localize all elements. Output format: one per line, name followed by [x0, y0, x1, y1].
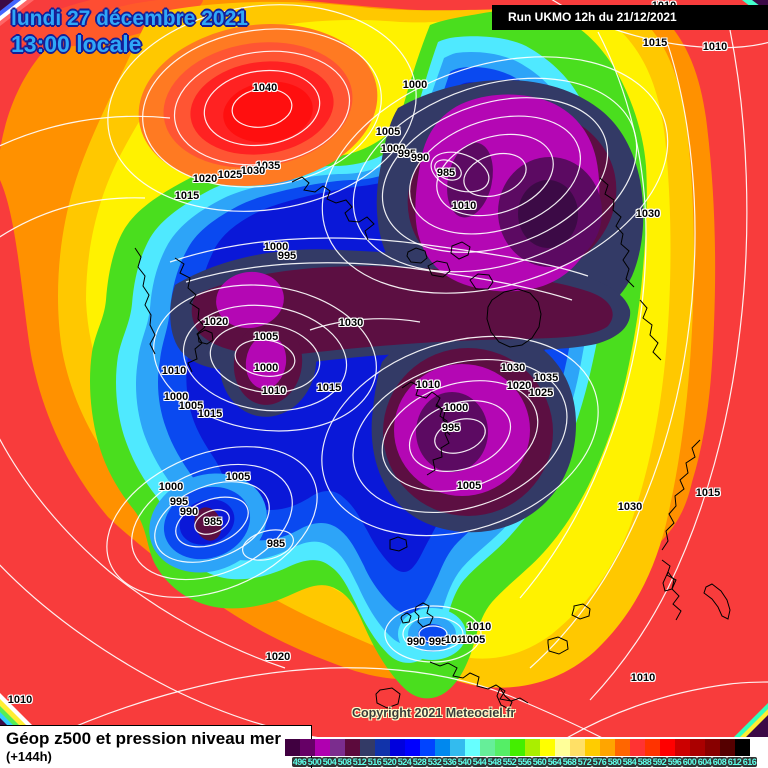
weather-map-image: 1040103510301025102010151010101510101000… [0, 0, 768, 737]
scale-swatch [465, 739, 480, 756]
scale-swatch [735, 739, 750, 756]
scale-swatch [300, 739, 315, 756]
scale-value: 588 [637, 757, 652, 767]
scale-swatch [660, 739, 675, 756]
scale-value: 524 [397, 757, 412, 767]
scale-value: 580 [607, 757, 622, 767]
scale-value: 560 [532, 757, 547, 767]
scale-swatch [360, 739, 375, 756]
scale-swatch [480, 739, 495, 756]
scale-value: 568 [562, 757, 577, 767]
scale-swatch [435, 739, 450, 756]
scale-swatch [345, 739, 360, 756]
scale-swatch [600, 739, 615, 756]
coastlines-layer [134, 176, 731, 710]
model-run-banner: Run UKMO 12h du 21/12/2021 [492, 5, 768, 30]
scale-swatch [375, 739, 390, 756]
scale-value: 500 [307, 757, 322, 767]
scale-value: 596 [667, 757, 682, 767]
scale-swatch [495, 739, 510, 756]
scale-swatch [420, 739, 435, 756]
scale-value: 520 [382, 757, 397, 767]
scale-value: 600 [682, 757, 697, 767]
scale-value: 508 [337, 757, 352, 767]
scale-value: 584 [622, 757, 637, 767]
scale-swatch [630, 739, 645, 756]
valid-date-text: lundi 27 décembre 2021 [11, 7, 248, 30]
scale-value: 564 [547, 757, 562, 767]
scale-value: 608 [712, 757, 727, 767]
scale-value: 612 [727, 757, 742, 767]
scale-swatch [285, 739, 300, 756]
scale-value: 548 [487, 757, 502, 767]
scale-value: 536 [442, 757, 457, 767]
forecast-step-text: (+144h) [6, 749, 52, 764]
scale-swatch [525, 739, 540, 756]
scale-value: 556 [517, 757, 532, 767]
scale-value: 496 [292, 757, 307, 767]
scale-swatch [585, 739, 600, 756]
scale-swatch [315, 739, 330, 756]
valid-time-text: 13:00 locale [11, 31, 142, 58]
scale-swatch [675, 739, 690, 756]
color-scale-bar [285, 739, 750, 756]
scale-swatch [705, 739, 720, 756]
scale-swatch [390, 739, 405, 756]
scale-value: 540 [457, 757, 472, 767]
scale-swatch [645, 739, 660, 756]
scale-value: 604 [697, 757, 712, 767]
scale-value: 532 [427, 757, 442, 767]
scale-value: 516 [367, 757, 382, 767]
scale-value: 528 [412, 757, 427, 767]
datetime-block: lundi 27 décembre 2021 13:00 locale [11, 7, 248, 58]
scale-value: 616 [742, 757, 757, 767]
scale-swatch [330, 739, 345, 756]
scale-value: 504 [322, 757, 337, 767]
color-scale-values: 496 500 504 508 512 516 520 524 528 532 536 540 544 5… [292, 757, 757, 767]
color-fill-layer [0, 0, 768, 737]
scale-swatch [555, 739, 570, 756]
scale-value: 552 [502, 757, 517, 767]
map-title-box: Géop z500 et pression niveau mer (+144h) [0, 725, 312, 768]
scale-value: 544 [472, 757, 487, 767]
copyright-text: Copyright 2021 Meteociel.fr [352, 706, 516, 720]
scale-value: 592 [652, 757, 667, 767]
z500-pressure-map [0, 0, 768, 737]
scale-swatch [450, 739, 465, 756]
scale-swatch [615, 739, 630, 756]
scale-swatch [540, 739, 555, 756]
scale-swatch [690, 739, 705, 756]
scale-value: 512 [352, 757, 367, 767]
scale-swatch [570, 739, 585, 756]
scale-swatch [720, 739, 735, 756]
scale-value: 576 [592, 757, 607, 767]
scale-swatch [405, 739, 420, 756]
isobar-contours-layer [0, 0, 768, 701]
scale-swatch [510, 739, 525, 756]
map-title-text: Géop z500 et pression niveau mer [6, 729, 281, 748]
scale-value: 572 [577, 757, 592, 767]
